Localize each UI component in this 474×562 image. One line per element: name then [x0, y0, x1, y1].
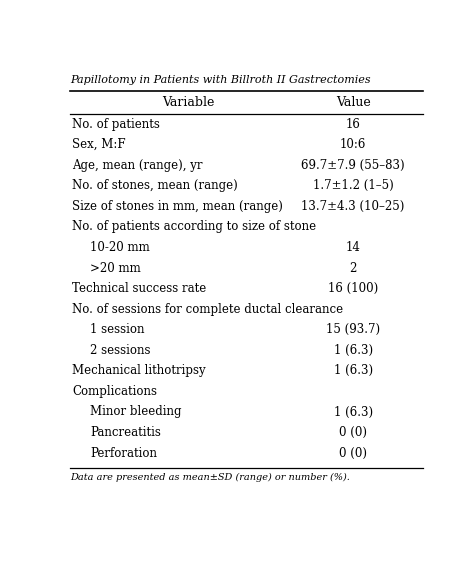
Text: 1 session: 1 session [91, 323, 145, 336]
Text: Size of stones in mm, mean (range): Size of stones in mm, mean (range) [72, 200, 283, 213]
Text: Pancreatitis: Pancreatitis [91, 426, 161, 439]
Text: Complications: Complications [72, 385, 157, 398]
Text: >20 mm: >20 mm [91, 261, 141, 274]
Text: No. of sessions for complete ductal clearance: No. of sessions for complete ductal clea… [72, 303, 343, 316]
Text: Data are presented as mean±SD (range) or number (%).: Data are presented as mean±SD (range) or… [70, 473, 350, 482]
Text: 2: 2 [349, 261, 357, 274]
Text: 1 (6.3): 1 (6.3) [334, 344, 373, 357]
Text: 1 (6.3): 1 (6.3) [334, 405, 373, 419]
Text: Perforation: Perforation [91, 447, 157, 460]
Text: 13.7±4.3 (10–25): 13.7±4.3 (10–25) [301, 200, 405, 213]
Text: 10:6: 10:6 [340, 138, 366, 151]
Text: 14: 14 [346, 241, 361, 254]
Text: 16 (100): 16 (100) [328, 282, 378, 295]
Text: No. of stones, mean (range): No. of stones, mean (range) [72, 179, 238, 192]
Text: 0 (0): 0 (0) [339, 447, 367, 460]
Text: 15 (93.7): 15 (93.7) [326, 323, 380, 336]
Text: Value: Value [336, 96, 371, 109]
Text: Technical success rate: Technical success rate [72, 282, 206, 295]
Text: 10-20 mm: 10-20 mm [91, 241, 150, 254]
Text: 1 (6.3): 1 (6.3) [334, 364, 373, 377]
Text: Papillotomy in Patients with Billroth II Gastrectomies: Papillotomy in Patients with Billroth II… [70, 75, 371, 85]
Text: 2 sessions: 2 sessions [91, 344, 151, 357]
Text: No. of patients according to size of stone: No. of patients according to size of sto… [72, 220, 316, 233]
Text: 0 (0): 0 (0) [339, 426, 367, 439]
Text: 69.7±7.9 (55–83): 69.7±7.9 (55–83) [301, 158, 405, 171]
Text: Minor bleeding: Minor bleeding [91, 405, 182, 419]
Text: No. of patients: No. of patients [72, 117, 160, 130]
Text: 16: 16 [346, 117, 361, 130]
Text: Sex, M:F: Sex, M:F [72, 138, 126, 151]
Text: Variable: Variable [162, 96, 214, 109]
Text: Age, mean (range), yr: Age, mean (range), yr [72, 158, 202, 171]
Text: Mechanical lithotripsy: Mechanical lithotripsy [72, 364, 206, 377]
Text: 1.7±1.2 (1–5): 1.7±1.2 (1–5) [313, 179, 393, 192]
